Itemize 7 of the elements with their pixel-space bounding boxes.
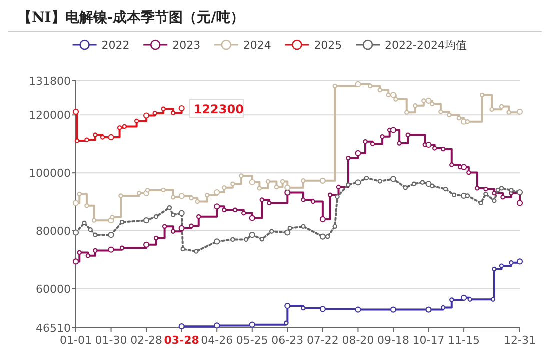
legend-label: 2023	[172, 39, 201, 52]
legend-label: 2024	[243, 39, 272, 52]
legend-label: 2022-2024均值	[385, 39, 467, 52]
annotation: 122300	[194, 102, 244, 116]
legend-label: 2022	[102, 39, 130, 52]
legend-label: 2025	[314, 39, 342, 52]
title: 【NI】电解镍-成本季节图（元/吨）	[18, 10, 244, 26]
